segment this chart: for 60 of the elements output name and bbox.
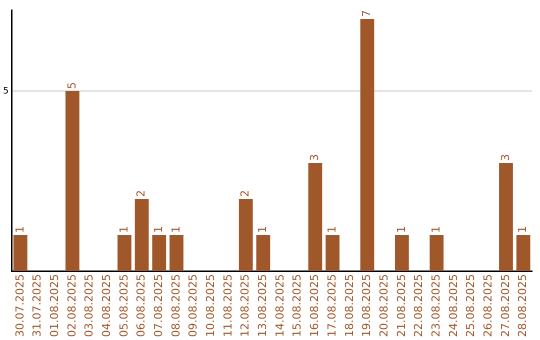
bar: [170, 235, 184, 272]
x-tick-label: 07.08.2025: [152, 274, 165, 338]
x-tick-label: 02.08.2025: [65, 274, 78, 338]
x-tick-label: 25.08.2025: [464, 274, 478, 338]
x-tick-label: 18.08.2025: [342, 274, 356, 338]
x-tick-label: 17.08.2025: [325, 274, 338, 338]
data-label: 1: [152, 226, 165, 234]
bar: [118, 235, 132, 272]
data-label: 1: [325, 226, 338, 234]
bar: [134, 199, 149, 272]
data-label: 3: [308, 154, 322, 162]
x-tick-label: 14.08.2025: [273, 274, 286, 338]
data-label: 1: [117, 226, 130, 234]
x-tick-label: 12.08.2025: [238, 274, 252, 338]
x-tick-label: 26.08.2025: [482, 274, 495, 338]
x-tick-label: 30.07.2025: [13, 274, 26, 338]
bar: [499, 163, 513, 272]
x-tick-label: 13.08.2025: [256, 274, 270, 338]
data-label: 1: [516, 226, 530, 234]
data-label: 3: [498, 154, 512, 162]
x-tick-label: 19.08.2025: [360, 274, 374, 338]
bar: [13, 235, 28, 272]
bar: [65, 91, 80, 272]
data-label: 1: [429, 226, 442, 234]
data-label: 2: [238, 190, 252, 198]
x-tick-label: 31.07.2025: [30, 274, 44, 338]
x-tick-label: 24.08.2025: [446, 274, 460, 338]
x-tick-label: 01.08.2025: [48, 274, 61, 338]
data-label: 1: [394, 226, 408, 234]
data-label: 5: [65, 82, 78, 90]
bar: [238, 199, 253, 272]
bar: [308, 163, 322, 272]
x-tick-label: 28.08.2025: [516, 274, 530, 338]
bar: [394, 235, 409, 272]
x-tick-label: 16.08.2025: [308, 274, 322, 338]
data-label: 7: [360, 10, 374, 17]
x-tick-label: 05.08.2025: [117, 274, 130, 338]
data-label: 2: [134, 190, 148, 198]
x-tick-label: 10.08.2025: [204, 274, 218, 338]
bar: [256, 235, 270, 272]
x-tick-label: 22.08.2025: [412, 274, 426, 338]
x-tick-label: 08.08.2025: [169, 274, 182, 338]
x-tick-label: 06.08.2025: [134, 274, 148, 338]
data-label: 1: [256, 226, 270, 234]
x-tick-label: 09.08.2025: [186, 274, 200, 338]
x-tick-label: 20.08.2025: [377, 274, 390, 338]
bar: [430, 235, 444, 272]
x-tick-label: 03.08.2025: [82, 274, 96, 338]
x-tick-label: 27.08.2025: [498, 274, 512, 338]
data-label: 1: [169, 226, 182, 234]
x-tick-label: 04.08.2025: [100, 274, 113, 338]
bar: [152, 235, 166, 272]
bar: [516, 235, 530, 272]
bar: [360, 19, 374, 272]
x-tick-label: 11.08.2025: [221, 274, 234, 338]
x-tick-label: 15.08.2025: [290, 274, 304, 338]
bar: [326, 235, 340, 272]
x-tick-label: 23.08.2025: [429, 274, 442, 338]
data-label: 1: [13, 226, 26, 234]
x-tick-label: 21.08.2025: [394, 274, 408, 338]
